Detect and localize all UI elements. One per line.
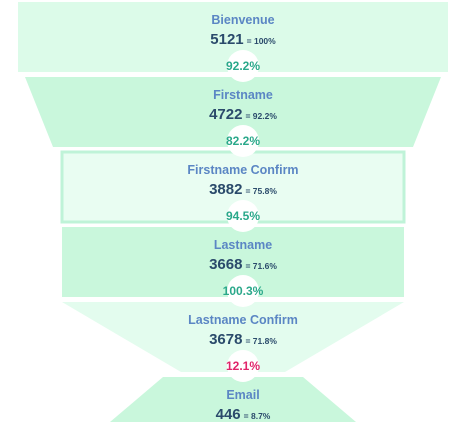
conversion-rate-label: 94.5% [226,209,260,223]
conversion-bubble [227,50,259,82]
stage-name: Bienvenue [211,13,274,27]
stage-count-line: 3678 = 71.8% [209,331,277,348]
stage-percent-of-total: = 71.8% [245,336,277,346]
conversion-bubble [227,200,259,232]
stage-count: 4722 [209,106,242,123]
stage-count-line: 3668 = 71.6% [209,256,277,273]
stage-name: Firstname Confirm [187,163,298,177]
stage-name: Lastname Confirm [188,313,298,327]
stage-count-line: 3882 = 75.8% [209,181,277,198]
conversion-rate-label: 92.2% [226,59,260,73]
stage-percent-of-total: = 71.6% [245,261,277,271]
conversion-rate-label: 100.3% [223,284,264,298]
conversion-bubble [227,350,259,382]
conversion-bubble [227,125,259,157]
conversion-rate-label: 12.1% [226,359,260,373]
stage-count: 3678 [209,331,242,348]
stage-count: 3882 [209,181,242,198]
stage-count: 446 [216,406,241,422]
stage-percent-of-total: = 100% [247,36,277,46]
funnel-stage-shape [18,2,448,72]
funnel-stage-shape [110,377,356,422]
stage-name: Firstname [213,88,273,102]
conversion-bubble [227,275,259,307]
conversion-rate-label: 82.2% [226,134,260,148]
stage-count: 3668 [209,256,242,273]
stage-count-line: 4722 = 92.2% [209,106,277,123]
stage-percent-of-total: = 92.2% [245,111,277,121]
funnel-stage-shape [60,150,406,224]
stage-name: Email [226,388,259,402]
funnel-stage-shape [25,77,441,147]
stage-count-line: 446 = 8.7% [216,406,271,422]
stage-percent-of-total: = 8.7% [244,411,271,421]
stage-count-line: 5121 = 100% [210,31,276,48]
funnel-stage-shape [62,302,404,372]
stage-count: 5121 [210,31,243,48]
stage-name: Lastname [214,238,272,252]
stage-percent-of-total: = 75.8% [245,186,277,196]
funnel-stage-shape [62,227,404,297]
